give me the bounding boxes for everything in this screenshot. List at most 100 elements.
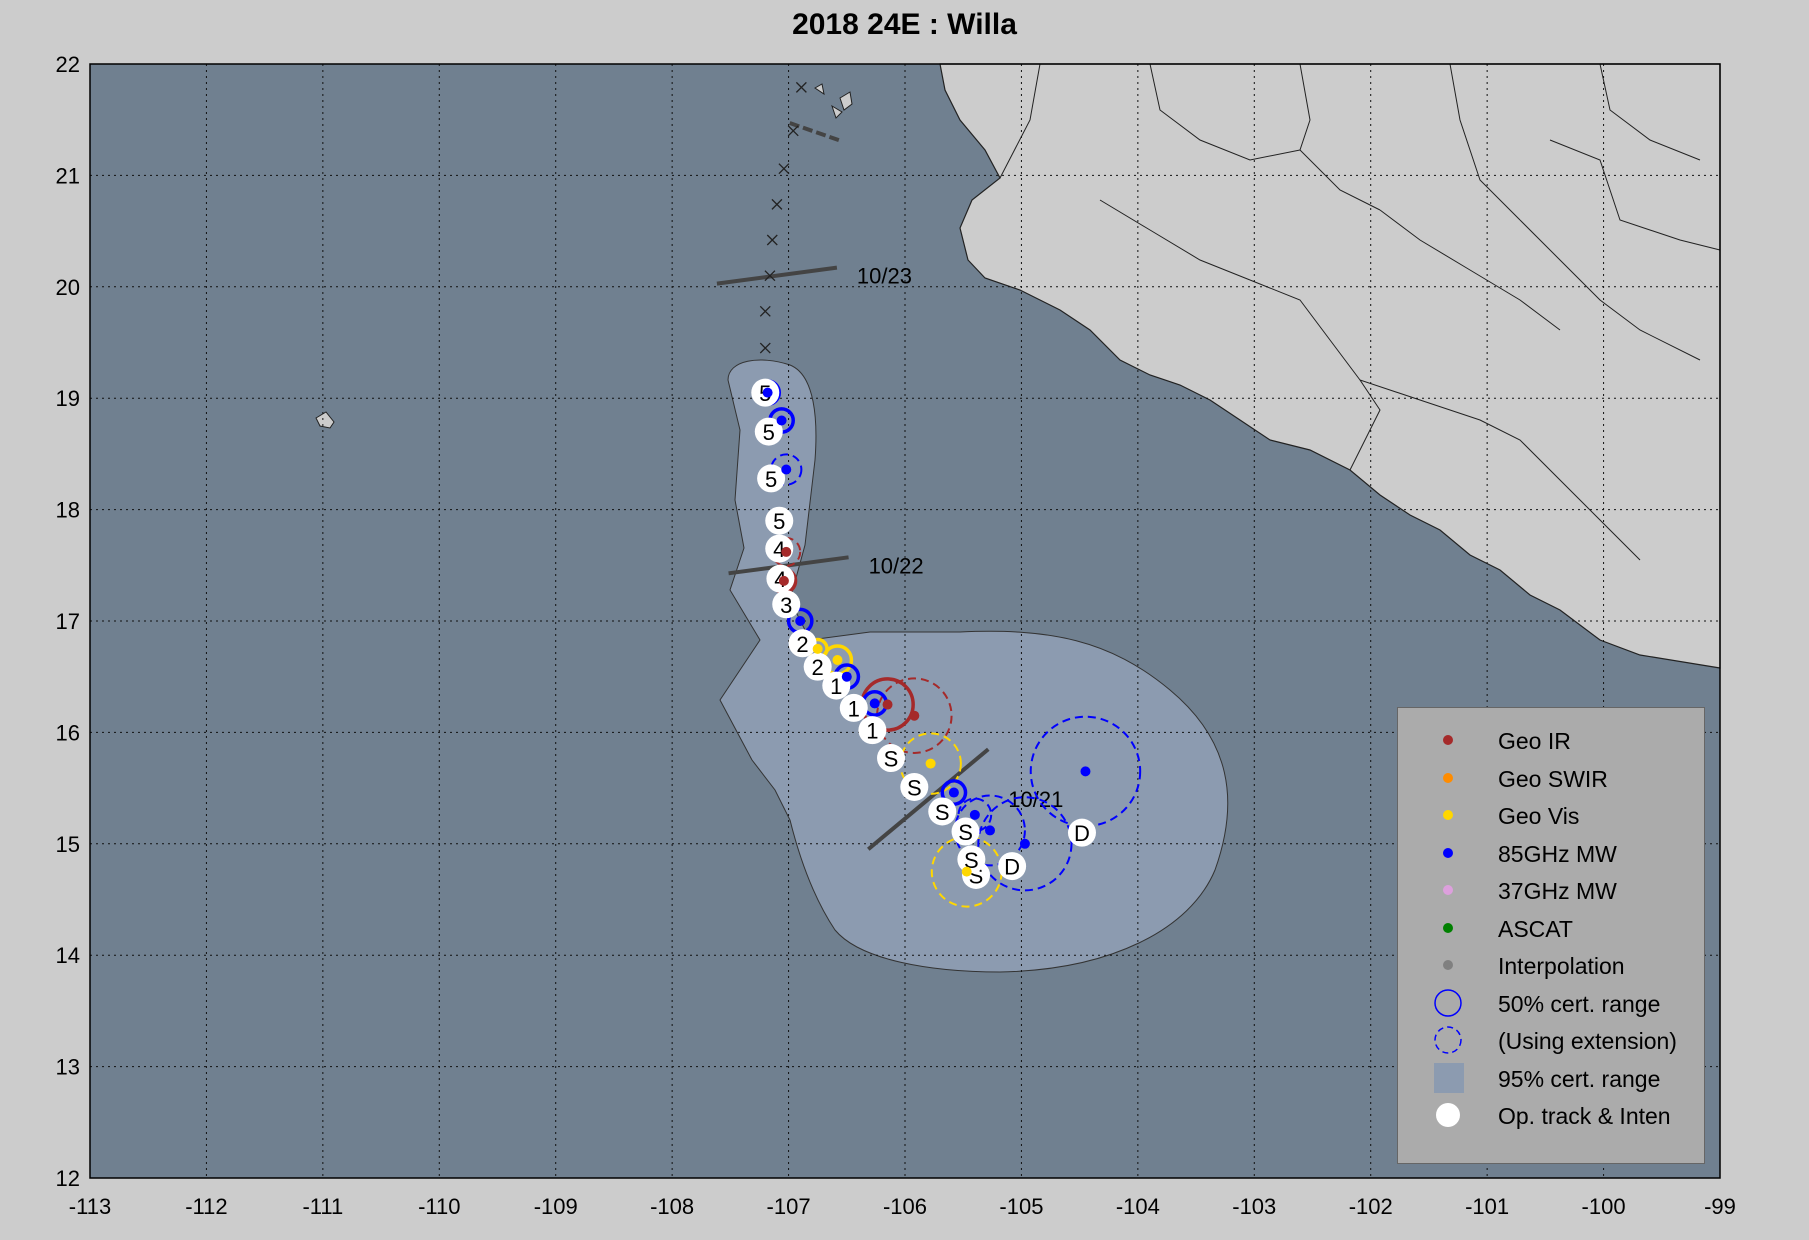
fix-cert-range-extension <box>770 453 803 486</box>
track-intensity-label: S <box>907 775 922 800</box>
legend-marker <box>1434 988 1462 1017</box>
track-point <box>900 772 929 801</box>
legend-symbol <box>1443 847 1453 858</box>
track-point <box>858 716 887 745</box>
map-plot-area: -113 -112 -111 -110 -109 -108 -107 -106 -105 -104… <box>56 52 1736 1219</box>
legend-marker <box>1443 847 1453 858</box>
fix-point <box>961 866 972 877</box>
fix-point <box>841 671 852 682</box>
legend-label: Geo Vis <box>1498 803 1580 829</box>
x-tick-label: -103 <box>1232 1194 1276 1219</box>
legend-label: 37GHz MW <box>1498 878 1617 904</box>
track-point <box>754 417 783 446</box>
y-tick-label: 18 <box>56 498 80 523</box>
track-point <box>803 652 832 681</box>
date-tick-bar <box>867 747 990 851</box>
land-border-line <box>1379 209 1561 331</box>
track-intensity-label: 5 <box>773 509 785 534</box>
x-tick-label: -102 <box>1349 1194 1393 1219</box>
land-border-line <box>1359 379 1641 561</box>
legend-marker <box>1434 1062 1464 1093</box>
x-tick-label: -104 <box>1116 1194 1160 1219</box>
date-label: 10/23 <box>857 264 912 289</box>
forecast-point-marker <box>766 234 778 246</box>
track-point <box>1067 818 1096 847</box>
legend-item: (Using extension) <box>1398 1022 1706 1058</box>
y-tick-label: 22 <box>56 52 80 77</box>
y-tick-label: 19 <box>56 386 80 411</box>
track-point <box>928 797 957 826</box>
forecast-point-marker <box>778 163 790 175</box>
y-tick-label: 21 <box>56 163 80 188</box>
legend-marker <box>1443 735 1453 745</box>
legend-symbol <box>1443 810 1453 820</box>
land-border-line <box>999 63 1041 179</box>
legend-item: Op. track & Inten <box>1398 1097 1706 1133</box>
fix-point <box>762 387 773 398</box>
track-intensity-label: 2 <box>796 632 808 657</box>
fix-cert-range-extension <box>957 797 993 833</box>
x-tick-label: -109 <box>534 1194 578 1219</box>
plot-frame <box>89 63 1721 1179</box>
track-point <box>839 693 868 722</box>
track-intensity-label: S <box>958 820 973 845</box>
legend-marker <box>1436 1103 1460 1127</box>
legend-item: 37GHz MW <box>1398 872 1706 908</box>
track-intensity-label: S <box>935 800 950 825</box>
legend-symbol <box>1434 1062 1464 1093</box>
x-tick-label: -105 <box>999 1194 1043 1219</box>
island-marias <box>814 83 853 119</box>
track-intensity-label: 1 <box>848 696 860 721</box>
legend-symbol <box>1434 988 1462 1017</box>
legend-item: Interpolation <box>1398 947 1706 983</box>
fix-cert-range-extension <box>977 796 1073 892</box>
fix-point <box>984 825 995 836</box>
date-label: 10/22 <box>869 553 924 578</box>
cone-95-cert-range <box>719 359 1229 973</box>
x-tick-label: -112 <box>185 1194 227 1219</box>
y-tick-label: 14 <box>56 943 80 968</box>
land-border-line <box>1549 139 1721 251</box>
track-intensity-label: 5 <box>765 467 777 492</box>
legend-item: 95% cert. range <box>1398 1060 1706 1096</box>
legend-label: Geo SWIR <box>1498 765 1608 792</box>
fix-point <box>795 616 806 626</box>
fix-point <box>1019 838 1030 849</box>
land-border-line <box>1149 63 1301 161</box>
fix-point <box>882 699 893 710</box>
track-intensity-label: D <box>1074 821 1090 846</box>
forecast-point-marker <box>787 125 799 137</box>
legend-symbol <box>1443 735 1453 745</box>
x-tick-label: -106 <box>883 1194 927 1219</box>
legend-symbol <box>1434 1026 1462 1054</box>
forecast-point-marker <box>771 198 783 210</box>
land-mexico <box>939 63 1721 669</box>
x-tick-label: -108 <box>650 1194 694 1219</box>
x-tick-label: -111 <box>302 1194 343 1219</box>
legend-label: Interpolation <box>1498 953 1625 979</box>
track-point <box>765 506 794 535</box>
y-tick-label: 12 <box>56 1166 80 1191</box>
y-tick-label: 20 <box>56 275 80 300</box>
legend-label: 95% cert. range <box>1498 1065 1661 1092</box>
legend-label: ASCAT <box>1498 915 1573 942</box>
track-intensity-label: D <box>1004 855 1020 880</box>
legend-box: Geo IR Geo SWIR Geo Vis 85GHz MW 37GHz MW ASC… <box>1397 707 1705 1164</box>
land-border-line <box>1599 63 1701 161</box>
x-tick-label: -107 <box>767 1194 811 1219</box>
track-point <box>951 817 980 846</box>
legend-item: 50% cert. range <box>1398 985 1706 1021</box>
track-point <box>998 852 1027 881</box>
legend-item: ASCAT <box>1398 910 1706 946</box>
legend-marker <box>1434 1026 1462 1054</box>
legend-label: 50% cert. range <box>1498 990 1661 1017</box>
fix-point <box>969 809 980 820</box>
x-tick-label: -99 <box>1704 1194 1736 1219</box>
legend-symbol <box>1443 960 1453 970</box>
legend-label: 85GHz MW <box>1498 840 1617 867</box>
track-intensity-label: 4 <box>773 537 785 562</box>
legend-symbol <box>1443 885 1453 895</box>
y-tick-label: 13 <box>56 1055 80 1080</box>
land-border-line <box>1519 219 1701 361</box>
legend-symbol <box>1443 922 1453 933</box>
